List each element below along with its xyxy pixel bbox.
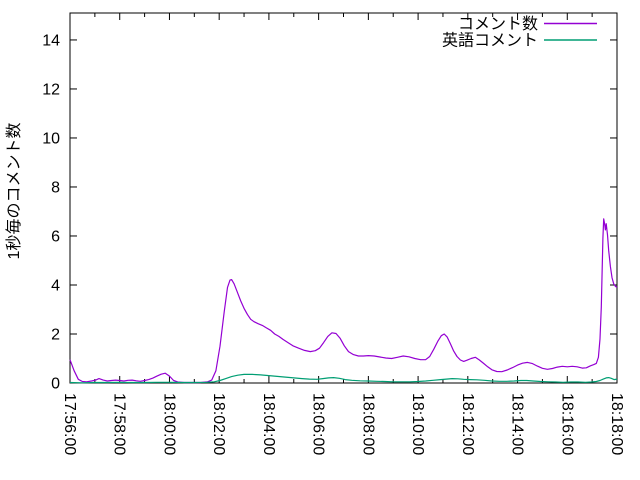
plot-border	[69, 12, 618, 384]
x-tick-label: 18:12:00	[459, 393, 476, 455]
y-tick-label: 14	[42, 32, 60, 49]
x-tick-label: 18:16:00	[558, 393, 575, 455]
y-tick-label: 12	[42, 81, 60, 98]
x-tick-label: 18:10:00	[409, 393, 426, 455]
x-tick-label: 18:00:00	[160, 393, 177, 455]
x-tick-label: 18:14:00	[509, 393, 526, 455]
series-line-english-comments	[69, 373, 618, 384]
x-tick-label: 18:06:00	[310, 393, 327, 455]
y-tick-label: 4	[51, 277, 60, 294]
x-tick-label: 17:58:00	[111, 393, 128, 455]
y-tick-label: 8	[51, 179, 60, 196]
legend-label-english-comments: 英語コメント	[442, 32, 538, 50]
legend-label-comments: コメント数	[458, 15, 538, 33]
y-tick-label: 10	[42, 130, 60, 147]
x-tick-label: 17:56:00	[61, 393, 78, 455]
legend: コメント数 英語コメント	[442, 15, 597, 50]
y-tick-label: 2	[51, 326, 60, 343]
series-line-comments	[69, 218, 618, 384]
x-tick-label: 18:18:00	[608, 393, 625, 455]
x-tick-label: 18:02:00	[210, 393, 227, 455]
y-axis-label: 1秒毎のコメント数	[5, 123, 23, 260]
x-tick-label: 18:08:00	[359, 393, 376, 455]
chart-generated-layer: 17:56:00 17:58:00 18:00:00 18:02:00 18:04:00…	[42, 12, 625, 455]
x-tick-label: 18:04:00	[260, 393, 277, 455]
y-tick-label: 0	[51, 376, 60, 393]
y-tick-label: 6	[51, 228, 60, 245]
